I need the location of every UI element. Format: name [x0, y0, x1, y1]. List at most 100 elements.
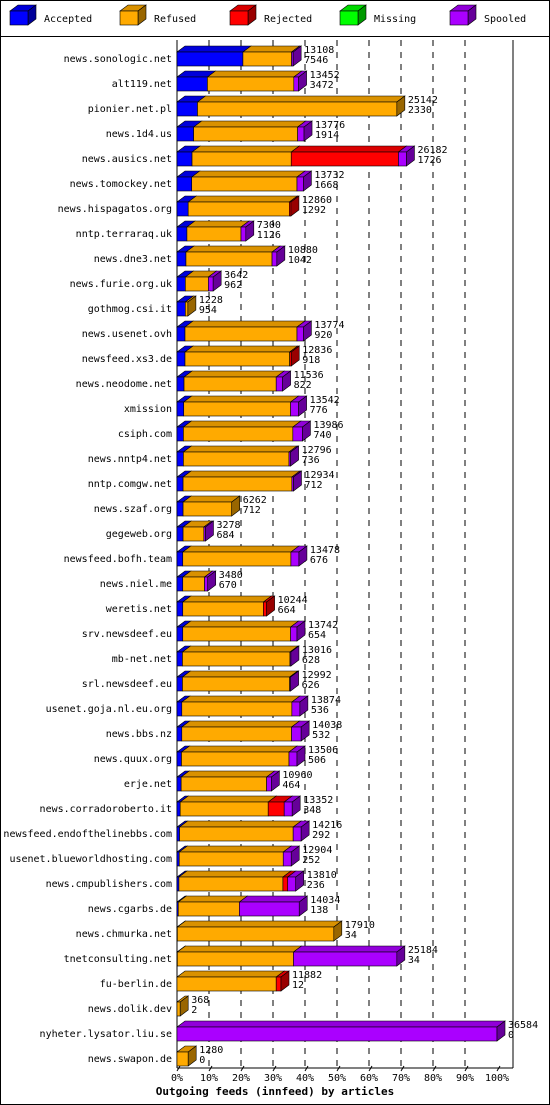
bar-segment — [176, 751, 182, 767]
y-tick-label: news.usenet.ovh — [82, 329, 172, 340]
bar-segment — [204, 576, 209, 592]
bar-top — [180, 720, 301, 728]
bar-segment — [179, 801, 269, 817]
bar-side — [296, 745, 306, 767]
bar-segment — [176, 551, 184, 567]
bar-side — [179, 995, 189, 1017]
offered-label: 13776 — [315, 120, 345, 131]
bar-segment — [266, 776, 272, 792]
y-tick-label: news.nntp4.net — [88, 454, 172, 465]
bar-side — [303, 320, 312, 342]
offered-label: 12934 — [304, 470, 334, 481]
offered-label: 368 — [191, 995, 209, 1006]
bar-side — [298, 895, 308, 917]
y-tick-label: newsfeed.xs3.de — [82, 354, 172, 365]
bar-segment — [176, 276, 186, 292]
offered-label: 10960 — [282, 770, 312, 781]
bar-side — [187, 295, 197, 317]
bar-segment — [182, 601, 264, 617]
y-tick-label: erje.net — [124, 779, 172, 790]
x-axis-title: Outgoing feeds (innfeed) by articles — [156, 1085, 394, 1098]
bar-segment — [176, 676, 183, 692]
accepted-label: 1126 — [257, 230, 281, 241]
bar-segment — [176, 176, 193, 192]
bar-top — [179, 795, 278, 803]
bar-top — [181, 595, 273, 603]
bar-side — [299, 695, 309, 717]
bar-segment — [239, 901, 300, 917]
bar-top — [176, 920, 343, 928]
x-tick-label: 30% — [264, 1073, 282, 1084]
offered-label: 13452 — [310, 70, 340, 81]
offered-label: 1228 — [199, 295, 223, 306]
y-tick-label: nntp.terraraq.uk — [76, 229, 172, 240]
accepted-label: 2330 — [408, 105, 432, 116]
bar-segment — [184, 351, 290, 367]
x-tick-label: 100% — [485, 1073, 509, 1084]
y-tick-label: csiph.com — [118, 429, 172, 440]
accepted-label: 0 — [199, 1055, 205, 1066]
bar-segment — [288, 751, 298, 767]
offered-label: 13732 — [314, 170, 344, 181]
bar-side — [290, 195, 300, 217]
bar-segment — [193, 126, 298, 142]
offered-label: 13506 — [308, 745, 338, 756]
legend-label: Refused — [154, 14, 196, 25]
y-tick-label: newsfeed.bofh.team — [64, 554, 172, 565]
legend-swatch — [339, 10, 359, 26]
bar-side — [396, 95, 406, 117]
bar-segment — [240, 226, 247, 242]
bar-segment — [182, 551, 292, 567]
bar-side — [291, 795, 301, 817]
y-tick-label: news.quux.org — [94, 754, 172, 765]
bar-side — [298, 395, 307, 417]
offered-label: 3642 — [224, 270, 248, 281]
bar-segment — [176, 651, 183, 667]
bar-segment — [176, 1051, 189, 1067]
bar-segment — [287, 876, 297, 892]
bar-top — [192, 120, 307, 128]
bar-segment — [176, 501, 184, 517]
bar-side — [280, 970, 290, 992]
offered-label: 14034 — [310, 895, 340, 906]
accepted-label: 12 — [292, 980, 304, 991]
y-tick-label: news.dolik.dev — [88, 1004, 172, 1015]
offered-label: 6262 — [243, 495, 267, 506]
bar-side — [276, 245, 286, 267]
bar-segment — [185, 251, 273, 267]
y-tick-label: newsfeed.endofthelinebbs.com — [3, 829, 172, 840]
bar-top — [185, 245, 281, 253]
bar-side — [300, 820, 310, 842]
y-tick-label: news.cgarbs.de — [88, 904, 172, 915]
bar-segment — [176, 626, 184, 642]
bar-segment — [182, 676, 290, 692]
x-tick-label: 70% — [392, 1073, 410, 1084]
offered-label: 13874 — [311, 695, 341, 706]
bar-segment — [293, 951, 398, 967]
bar-segment — [176, 526, 184, 542]
legend-swatch — [449, 10, 469, 26]
bar-segment — [208, 276, 214, 292]
offered-label: 10880 — [288, 245, 318, 256]
bar-top — [206, 70, 303, 78]
bar-segment — [297, 126, 305, 142]
bar-top — [181, 670, 299, 678]
bar-segment — [178, 876, 284, 892]
bar-segment — [185, 276, 209, 292]
bar-side — [187, 1045, 197, 1067]
legend-swatch — [9, 10, 29, 26]
y-tick-label: tnetconsulting.net — [64, 954, 172, 965]
y-tick-label: alt119.net — [112, 79, 172, 90]
bar-top — [176, 945, 303, 953]
bar-segment — [275, 376, 283, 392]
bar-segment — [267, 801, 285, 817]
bar-segment — [291, 726, 302, 742]
bar-side — [212, 270, 222, 292]
bar-segment — [290, 626, 298, 642]
bar-segment — [271, 251, 278, 267]
offered-label: 11882 — [292, 970, 322, 981]
accepted-label: 676 — [310, 555, 328, 566]
legend-label: Accepted — [44, 14, 92, 25]
bar-segment — [187, 201, 290, 217]
offered-label: 3480 — [219, 570, 243, 581]
